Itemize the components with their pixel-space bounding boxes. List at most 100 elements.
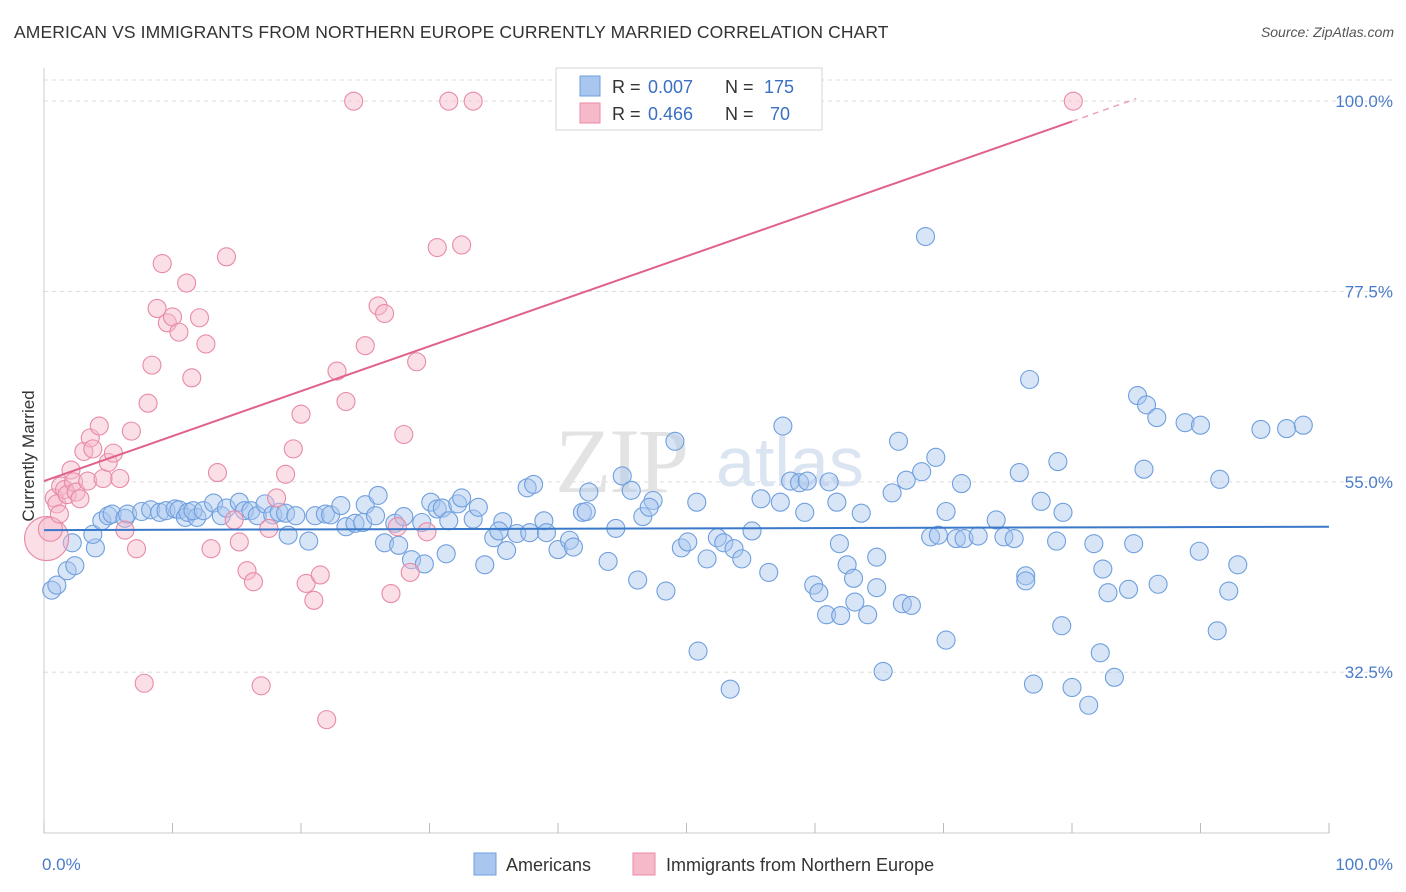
immigrants-point [182, 368, 202, 388]
americans-point [150, 502, 170, 522]
y-tick-labels: 32.5% 55.0% 77.5% 100.0% [1335, 92, 1393, 682]
immigrants-point [196, 334, 216, 354]
americans-point [827, 492, 847, 512]
americans-point [117, 504, 138, 524]
americans-point [193, 501, 213, 521]
americans-point [475, 555, 495, 575]
americans-point [720, 679, 740, 699]
immigrants-point [267, 488, 287, 508]
americans-point [497, 540, 517, 560]
americans-point [1004, 529, 1024, 549]
immigrants-point [243, 572, 264, 592]
americans-point [770, 492, 790, 512]
immigrants-point [189, 308, 210, 328]
americans-point [331, 496, 351, 516]
stats-box: R = 0.007 N = 175 R = 0.466 N = 70 [555, 67, 823, 131]
americans-point [536, 523, 556, 543]
americans-point [65, 556, 85, 576]
immigrants-point [1063, 91, 1083, 111]
immigrants-point [83, 439, 103, 459]
immigrants-point [296, 573, 316, 593]
stats-pink-n-label: N = [725, 104, 754, 124]
y-tick-label: 32.5% [1345, 663, 1393, 682]
americans-point [439, 511, 459, 531]
immigrants-point [276, 464, 296, 484]
americans-point [1219, 581, 1239, 601]
americans-point [831, 606, 851, 626]
axes [43, 68, 1330, 834]
americans-point [315, 504, 335, 524]
immigrants-point [49, 504, 69, 524]
immigrants-point [439, 91, 459, 111]
americans-point [678, 532, 698, 552]
immigrants-point [78, 471, 98, 491]
americans-point [759, 562, 779, 582]
americans-point [926, 447, 946, 467]
stats-blue-n-label: N = [725, 77, 754, 97]
americans-point [888, 431, 909, 451]
stats-blue-r-label: R = [612, 77, 641, 97]
americans-point [1251, 419, 1271, 439]
x-tick-label-max: 100.0% [1335, 855, 1393, 874]
americans-point [1052, 616, 1072, 636]
americans-point [628, 570, 648, 590]
americans-point [639, 497, 659, 517]
stats-blue-r-value: 0.007 [648, 77, 693, 97]
immigrants-point [93, 468, 113, 489]
americans-point [412, 512, 432, 533]
legend-label-immigrants: Immigrants from Northern Europe [666, 855, 934, 875]
americans-point [1084, 534, 1104, 554]
immigrants-point [126, 539, 147, 559]
americans-point [598, 551, 618, 571]
y-tick-label: 77.5% [1345, 283, 1393, 302]
americans-point [687, 492, 707, 512]
immigrants-point [304, 590, 324, 610]
americans-point [1079, 695, 1099, 715]
legend-label-americans: Americans [506, 855, 591, 875]
americans-point [817, 605, 837, 625]
americans-point [1277, 419, 1297, 439]
immigrants-point [138, 393, 158, 413]
americans-point [1016, 566, 1036, 586]
americans-point [1134, 459, 1154, 479]
immigrants-point [417, 522, 437, 542]
americans-point [928, 525, 948, 545]
immigrants-point [201, 539, 221, 559]
americans-point [797, 471, 817, 491]
immigrants-point [327, 361, 347, 381]
immigrants-point [177, 273, 197, 293]
americans-point [688, 641, 708, 661]
americans-point [520, 523, 540, 543]
americans-point [42, 580, 62, 600]
americans-point [1147, 408, 1167, 428]
immigrants-point [24, 516, 70, 562]
americans-point [936, 501, 956, 522]
americans-point [936, 630, 956, 650]
americans-point [1098, 583, 1118, 603]
stats-blue-n-value: 175 [764, 77, 794, 97]
watermark-zip: ZIP [555, 410, 687, 512]
stats-swatch-pink [579, 102, 601, 124]
americans-point [493, 512, 513, 532]
immigrants-point [381, 584, 401, 604]
americans-points [42, 226, 1313, 715]
americans-point [255, 494, 275, 514]
americans-point [534, 511, 554, 531]
americans-point [795, 502, 815, 522]
americans-point [1104, 667, 1124, 687]
americans-point [1031, 491, 1051, 511]
americans-point [175, 507, 195, 527]
immigrants-trend-line [43, 120, 1073, 482]
americans-point [915, 226, 936, 247]
americans-point [1124, 534, 1144, 554]
stats-pink-n-value: 70 [770, 104, 790, 124]
immigrants-point [147, 298, 167, 318]
americans-point [867, 547, 887, 567]
americans-point [882, 483, 902, 503]
americans-point [468, 497, 488, 517]
americans-point [873, 661, 893, 681]
immigrants-point [344, 91, 364, 111]
americans-point [299, 531, 319, 551]
americans-point [1090, 643, 1110, 663]
